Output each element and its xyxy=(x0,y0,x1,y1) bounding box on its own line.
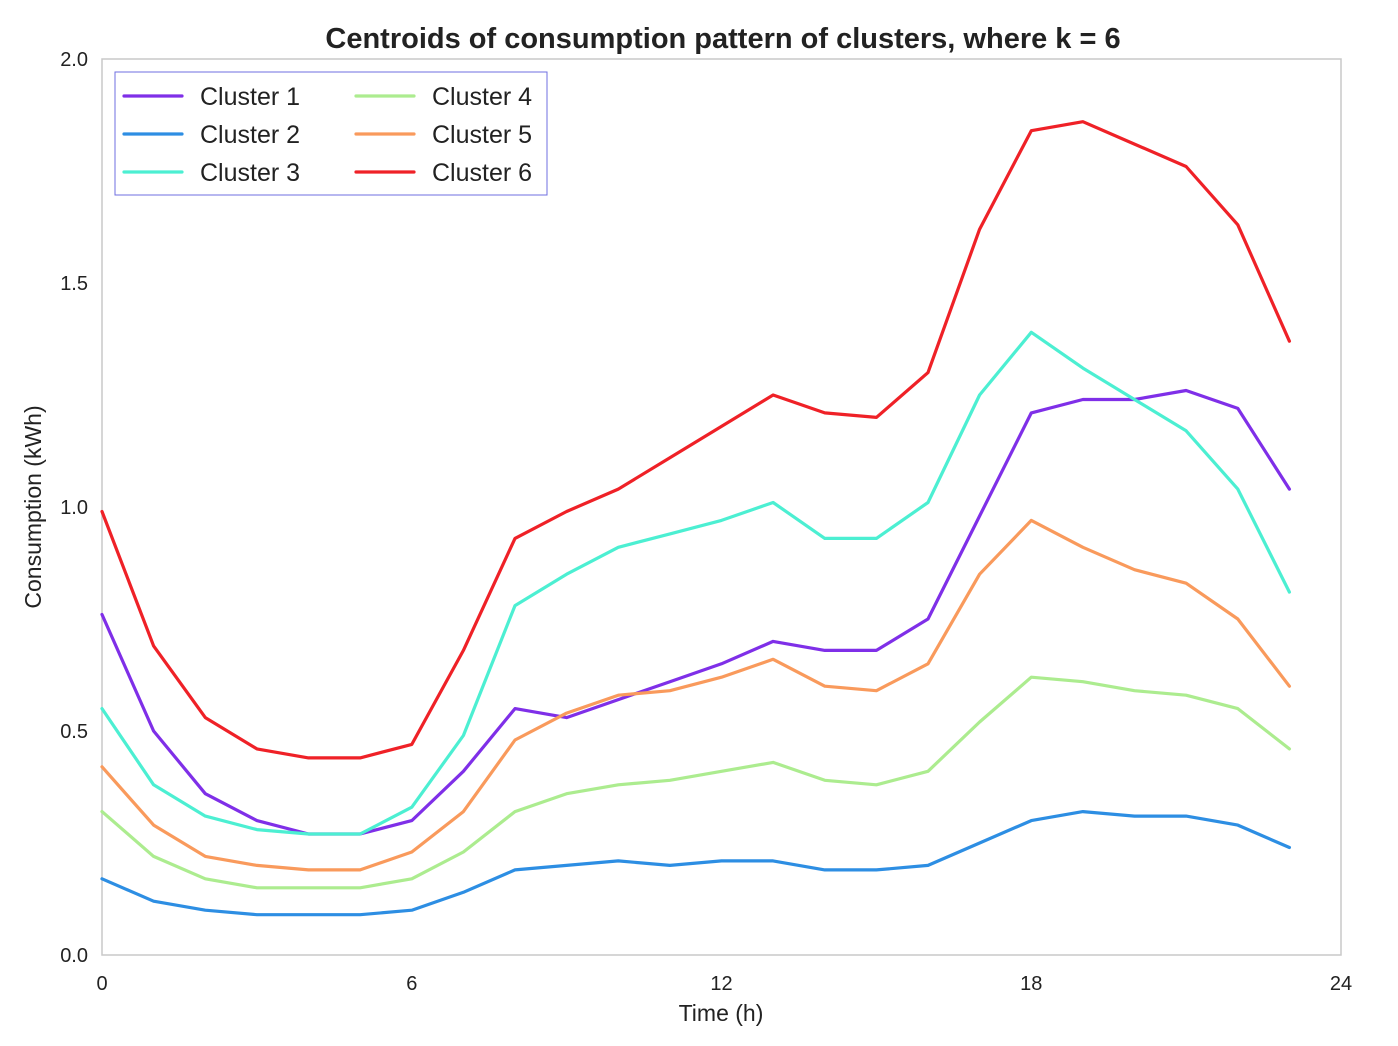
legend-label-cluster-1: Cluster 1 xyxy=(200,83,300,111)
series-line-cluster-3 xyxy=(100,330,1292,836)
y-axis-ticks: 0.0 0.5 1.0 1.5 2.0 xyxy=(60,49,88,967)
y-tick-label: 2.0 xyxy=(60,49,88,71)
legend: Cluster 1 Cluster 2 Cluster 3 Cluster 4 Clus… xyxy=(114,71,548,196)
y-axis-label: Consumption (kWh) xyxy=(20,405,46,608)
legend-label-cluster-5: Cluster 5 xyxy=(432,121,532,149)
x-tick-label: 18 xyxy=(1020,973,1042,995)
chart-title: Centroids of consumption pattern of clus… xyxy=(325,23,1120,55)
series-line-cluster-2 xyxy=(100,809,1292,917)
legend-label-cluster-6: Cluster 6 xyxy=(432,159,532,187)
series-line-cluster-5 xyxy=(100,518,1292,872)
y-tick-label: 0.0 xyxy=(60,945,88,967)
plot-area xyxy=(101,58,1342,956)
x-tick-label: 0 xyxy=(96,973,107,995)
x-axis-label: Time (h) xyxy=(679,1000,764,1026)
y-tick-label: 0.5 xyxy=(60,721,88,743)
series-line-cluster-4 xyxy=(100,675,1292,890)
series-layer xyxy=(100,120,1292,917)
x-axis-ticks: 0 6 12 18 24 xyxy=(96,973,1352,995)
x-tick-label: 6 xyxy=(406,973,417,995)
y-tick-label: 1.5 xyxy=(60,273,88,295)
x-tick-label: 24 xyxy=(1330,973,1352,995)
legend-label-cluster-4: Cluster 4 xyxy=(432,83,532,111)
legend-label-cluster-3: Cluster 3 xyxy=(200,159,300,187)
legend-label-cluster-2: Cluster 2 xyxy=(200,121,300,149)
x-tick-label: 12 xyxy=(710,973,732,995)
legend-box xyxy=(114,71,548,196)
series-line-cluster-6 xyxy=(100,120,1292,760)
y-tick-label: 1.0 xyxy=(60,497,88,519)
